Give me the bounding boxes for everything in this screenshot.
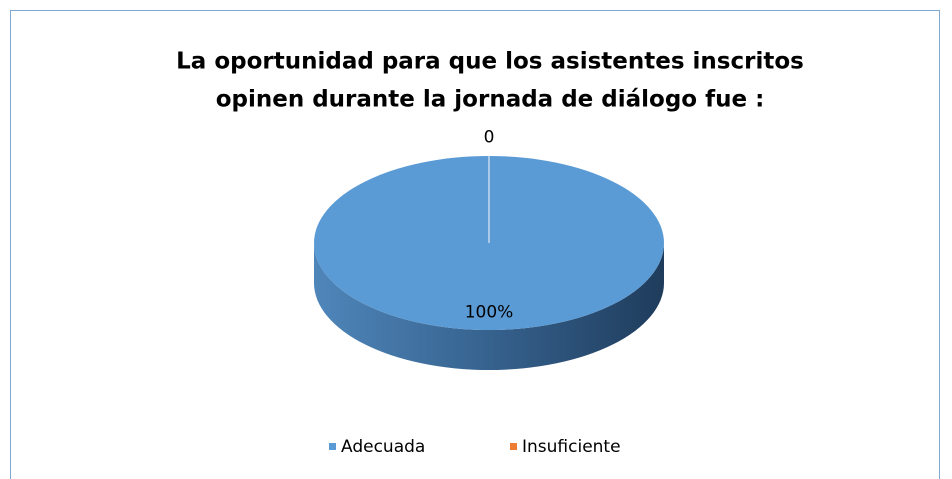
chart-title: opinen durante la jornada de diálogo fue… [216,87,765,113]
legend-swatch [329,443,336,450]
legend-swatch [510,443,517,450]
legend-label: Adecuada [341,437,425,457]
data-label: 0 [484,128,495,148]
legend-label: Insuficiente [522,437,621,457]
pie-side [314,243,664,370]
data-label: 100% [465,303,514,323]
chart-title: La oportunidad para que los asistentes i… [176,49,804,75]
